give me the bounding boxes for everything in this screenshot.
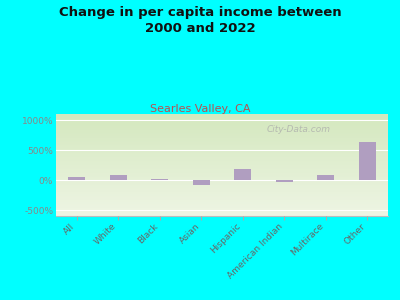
- Bar: [234, 169, 251, 180]
- Bar: [276, 180, 292, 182]
- Text: Change in per capita income between
2000 and 2022: Change in per capita income between 2000…: [59, 6, 341, 35]
- Bar: [68, 177, 85, 180]
- Bar: [152, 178, 168, 180]
- Bar: [318, 175, 334, 180]
- Text: City-Data.com: City-Data.com: [266, 125, 330, 134]
- Bar: [359, 142, 376, 180]
- Bar: [193, 180, 210, 185]
- Text: Searles Valley, CA: Searles Valley, CA: [150, 103, 250, 113]
- Bar: [110, 175, 126, 180]
